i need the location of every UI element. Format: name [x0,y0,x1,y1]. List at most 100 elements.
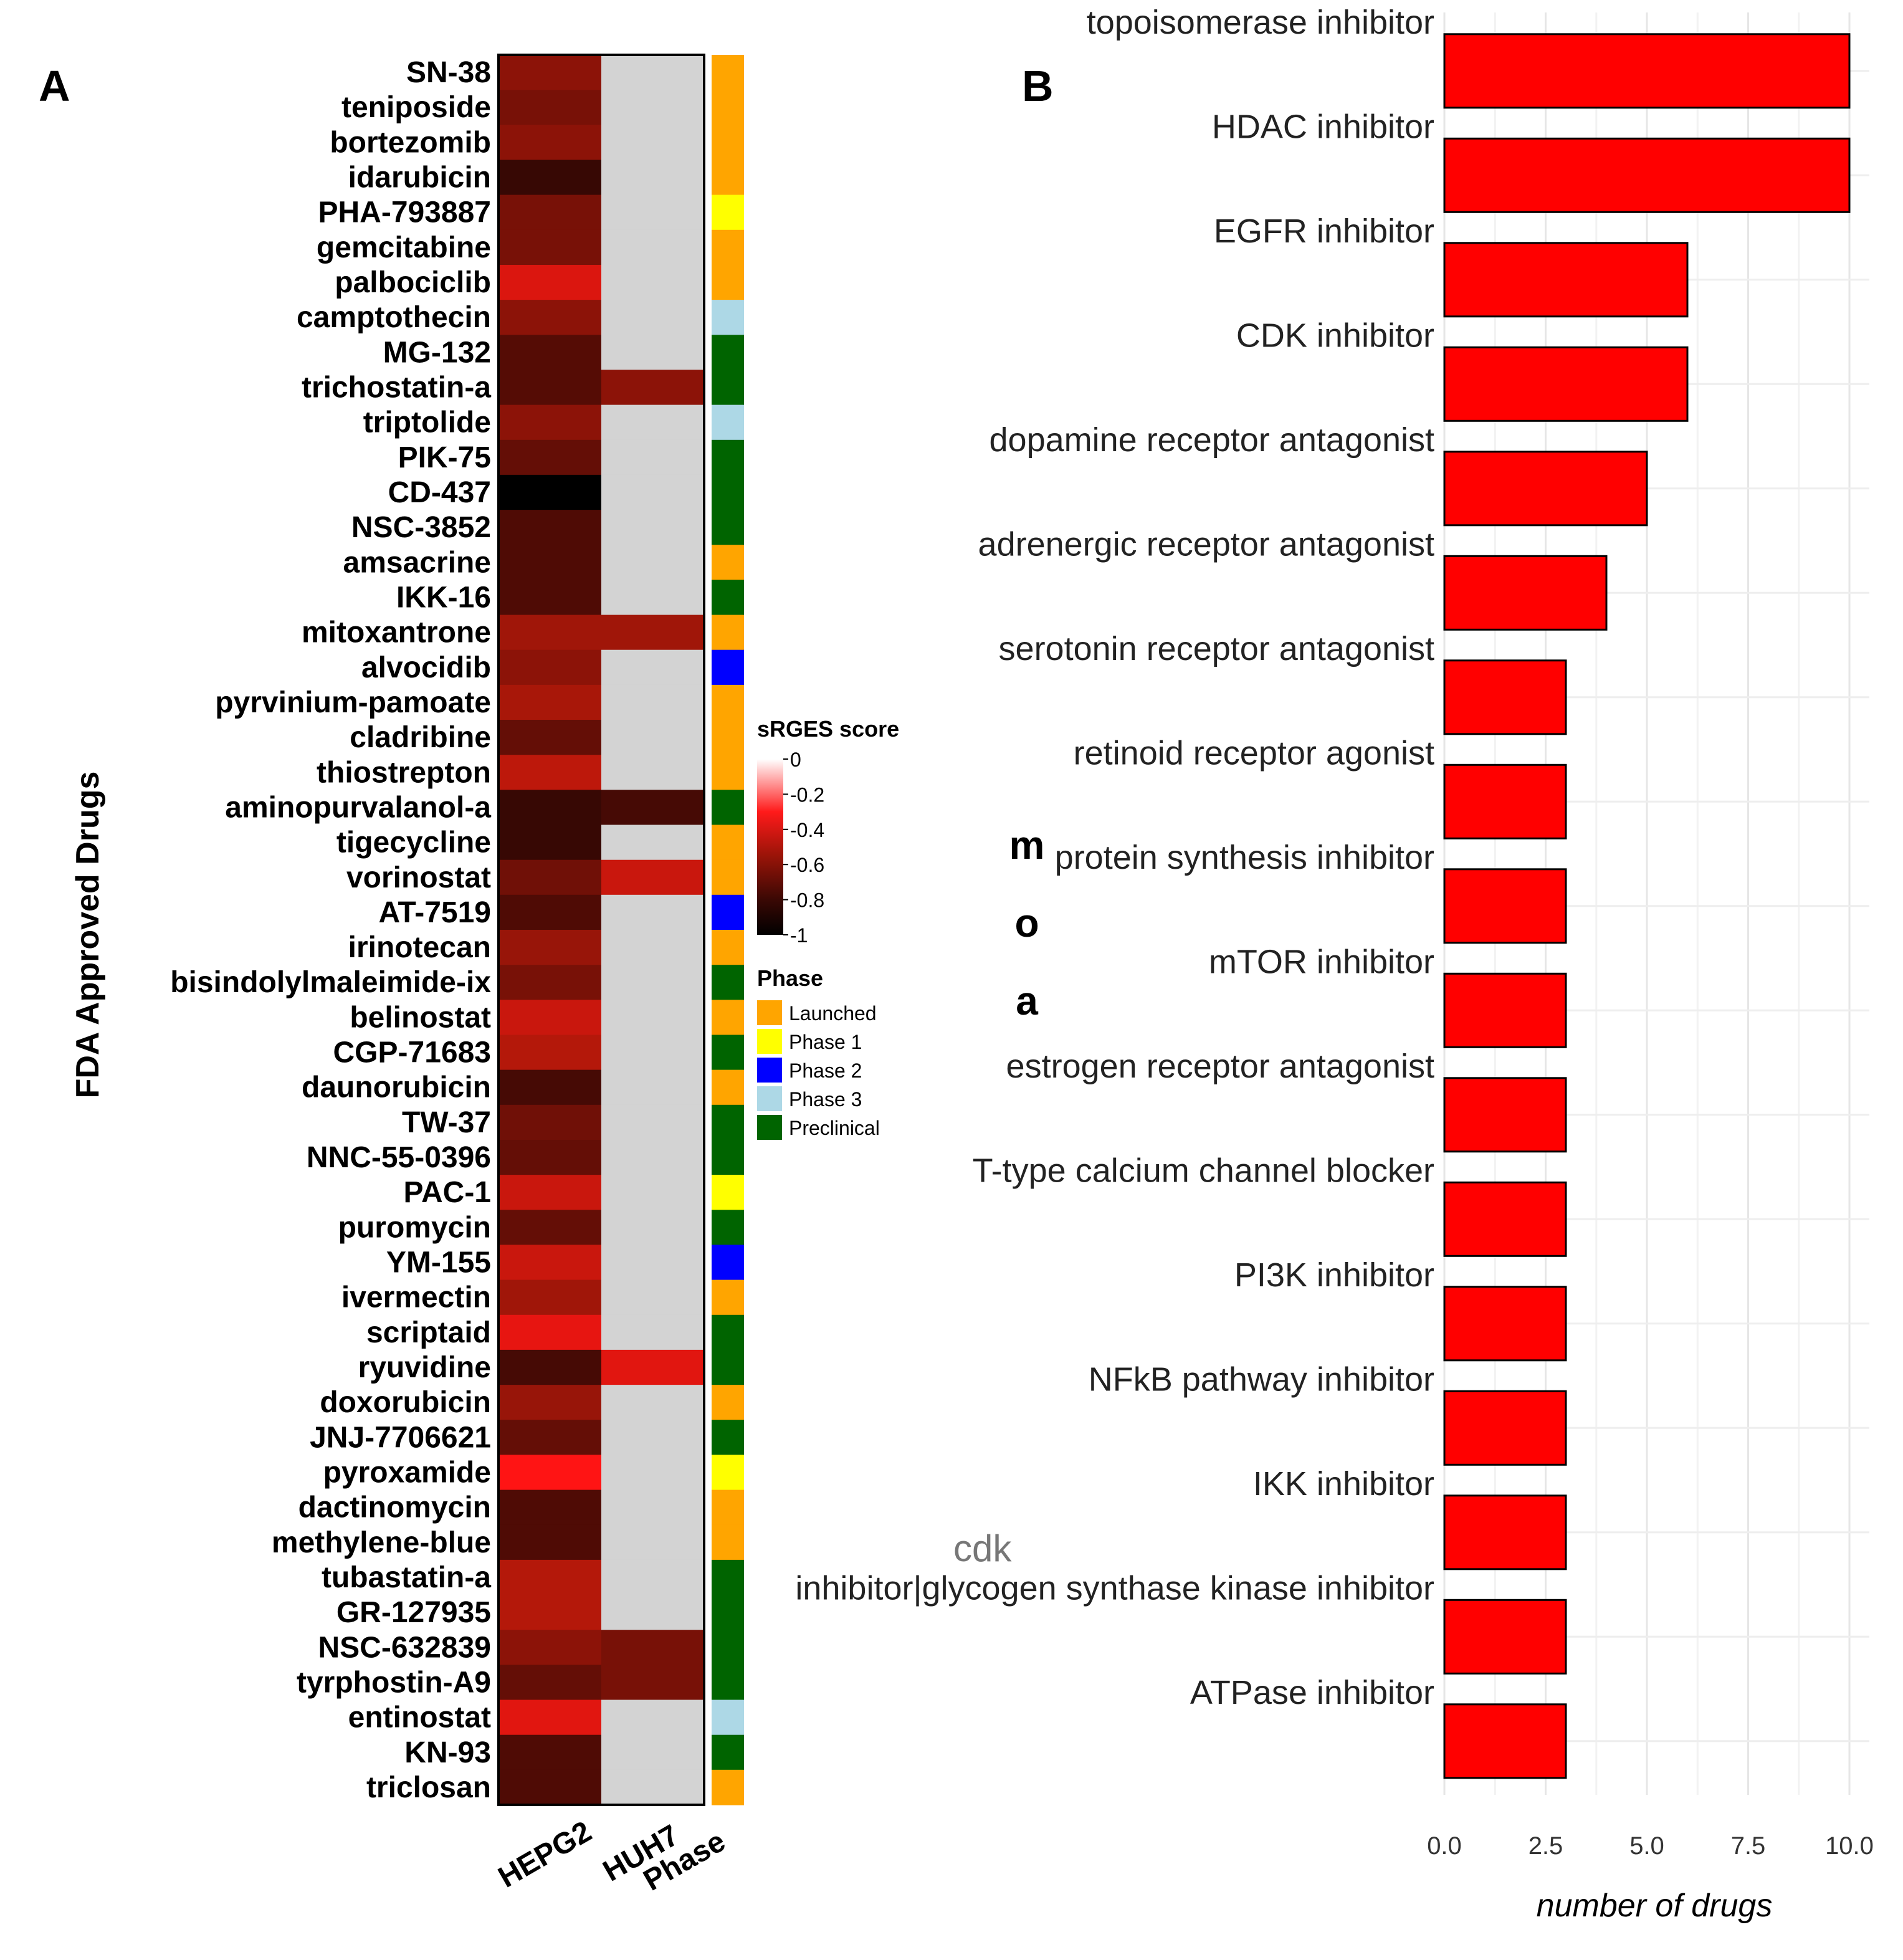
heatmap-cell-huh7 [601,1279,704,1316]
phase-cell [712,1035,744,1071]
phase-cell [712,545,744,580]
drug-label: IKK-16 [396,581,491,614]
bar [1443,1599,1567,1675]
bar [1443,346,1689,422]
heatmap-cell-hepg2 [498,1035,601,1071]
y-axis-title-letter: a [1016,978,1038,1023]
drug-label: JNJ-7706621 [310,1421,491,1454]
x-tick-label: 5.0 [1629,1832,1664,1860]
heatmap-cell-hepg2 [498,1210,601,1246]
phase-cell [712,229,744,265]
phase-legend-label: Preclinical [789,1117,880,1139]
heatmap-cell-huh7 [601,1385,704,1420]
score-legend-ticks: 0 -0.2 -0.4 -0.6 -0.8 -1 [783,748,824,947]
drug-label: aminopurvalanol-a [225,791,491,824]
category-label: dopamine receptor antagonist [990,421,1434,459]
heatmap-y-axis-title: FDA Approved Drugs [70,772,106,1099]
heatmap-border [497,54,705,1806]
heatmap-cell-huh7 [601,1245,704,1281]
heatmap-cell-hepg2 [498,474,601,510]
heatmap-cell-hepg2 [498,894,601,930]
phase-cell [712,790,744,826]
drug-label: gemcitabine [317,231,491,264]
drug-label: daunorubicin [302,1071,491,1104]
bar-chart-x-axis-title: number of drugs [1537,1888,1773,1924]
y-axis-title-letter: m [1009,823,1045,868]
phase-cell [712,1104,744,1140]
y-axis-title-letter: o [1014,901,1039,945]
bar [1443,242,1689,318]
phase-cell [712,649,744,686]
category-label: inhibitor|glycogen synthase kinase inhib… [795,1569,1434,1607]
phase-cell [712,1734,744,1771]
heatmap-cell-huh7 [601,1104,704,1140]
category-label: PI3K inhibitor [1234,1256,1434,1294]
phase-cell [712,1000,744,1036]
heatmap-cell-hepg2 [498,1175,601,1210]
heatmap-cell-hepg2 [498,580,601,616]
heatmap-cell-hepg2 [498,825,601,861]
heatmap-cell-hepg2 [498,300,601,335]
drug-label: cladribine [350,721,491,754]
x-tick-label: 7.5 [1731,1832,1766,1860]
phase-cell [712,1210,744,1246]
category-label: EGFR inhibitor [1214,213,1434,250]
phase-cell [712,1769,744,1805]
heatmap-cell-hepg2 [498,1489,601,1526]
bar [1443,659,1567,735]
heatmap-cell-huh7 [601,1699,704,1736]
drug-label: tubastatin-a [322,1561,491,1594]
phase-legend-swatch [757,1086,782,1111]
phase-cell [712,1595,744,1630]
bar [1443,868,1567,944]
heatmap-cell-huh7 [601,790,704,826]
heatmap-cell-hepg2 [498,1314,601,1350]
heatmap-cell-hepg2 [498,55,601,90]
phase-cell [712,370,744,406]
phase-legend-label: Phase 3 [789,1088,862,1111]
bar [1443,1181,1567,1257]
phase-cell [712,1349,744,1385]
heatmap-cell-huh7 [601,335,704,371]
phase-cell [712,510,744,545]
bar [1443,1390,1567,1466]
bar [1443,1077,1567,1153]
phase-cell [712,300,744,335]
heatmap-cell-hepg2 [498,1559,601,1595]
heatmap-cell-hepg2 [498,1734,601,1771]
heatmap-cell-huh7 [601,1455,704,1491]
bar-chart-x-ticks: 0.0 2.5 5.0 7.5 10.0 [1427,1832,1874,1860]
heatmap-cell-hepg2 [498,1595,601,1630]
score-legend-title: sRGES score [757,716,899,742]
category-label: ATPase inhibitor [1190,1674,1434,1711]
bar-chart-y-axis-title: moa [1009,823,1045,1023]
heatmap-cell-hepg2 [498,1524,601,1561]
phase-cell [712,1489,744,1526]
heatmap-cell-hepg2 [498,370,601,406]
phase-cell [712,90,744,125]
drug-label: PHA-793887 [318,196,492,229]
phase-cell [712,859,744,896]
heatmap-cell-hepg2 [498,160,601,196]
heatmap-cell-huh7 [601,1140,704,1175]
x-tick-label: 0.0 [1427,1832,1462,1860]
score-colorbar [757,759,783,935]
drug-label: ivermectin [341,1281,491,1314]
category-label: NFkB pathway inhibitor [1089,1360,1434,1398]
drug-label: teniposide [341,91,491,124]
heatmap-cell-huh7 [601,1769,704,1805]
drug-label: methylene-blue [272,1526,491,1559]
phase-cell [712,194,744,231]
heatmap-cell-huh7 [601,55,704,90]
category-label: estrogen receptor antagonist [1006,1048,1434,1085]
phase-legend: Launched Phase 1 Phase 2 Phase 3 Preclinical [757,1000,880,1140]
drug-label: entinostat [348,1701,491,1734]
drug-label: PAC-1 [404,1176,491,1209]
heatmap-cell-hepg2 [498,404,601,441]
drug-label: tyrphostin-A9 [297,1666,491,1699]
category-label: serotonin receptor antagonist [999,630,1434,667]
heatmap-cell-huh7 [601,1630,704,1665]
heatmap-cell-hepg2 [498,1420,601,1455]
heatmap-cell-hepg2 [498,1455,601,1491]
phase-legend-label: Phase 2 [789,1059,862,1082]
